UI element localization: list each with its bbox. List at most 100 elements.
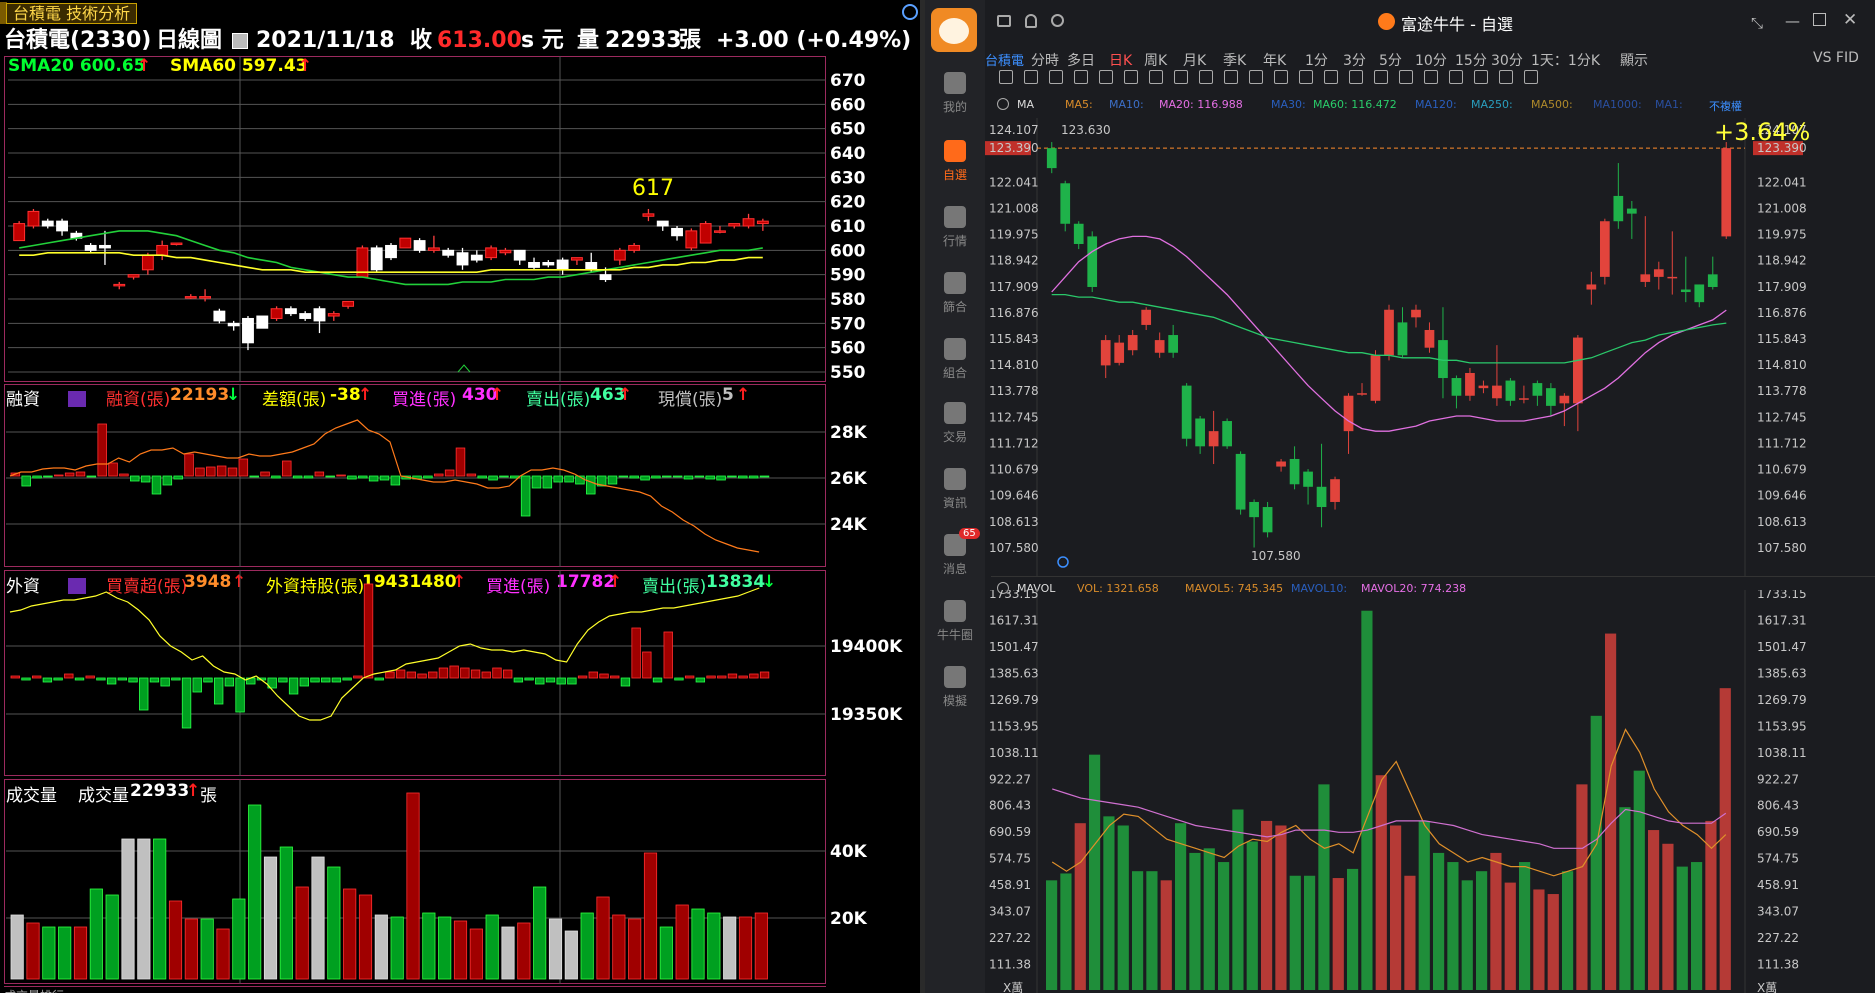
tab-12[interactable]: 15分 [1455,53,1487,69]
drawing-tool-icon[interactable] [1349,70,1363,84]
mavol-label[interactable]: MAVOL [1017,582,1056,595]
drawing-tool-icon[interactable] [1424,70,1438,84]
tab-11[interactable]: 10分 [1415,53,1447,69]
drawing-tool-icon[interactable] [1049,70,1063,84]
sidebar-item-2[interactable]: 行情 [925,206,985,249]
bell-icon[interactable] [1025,14,1037,28]
r-vol-bar [1375,775,1387,990]
drawing-tool-icon[interactable] [1274,70,1288,84]
tab-7[interactable]: 年K [1263,53,1287,69]
drawing-tool-icon[interactable] [1399,70,1413,84]
drawing-tool-icon[interactable] [1074,70,1088,84]
tab-8[interactable]: 1分 [1305,53,1328,69]
r-candle [1532,383,1543,396]
sidebar-item-1[interactable]: 自選 [925,140,985,183]
drawing-tool-icon[interactable] [1499,70,1513,84]
sma60-line [19,252,763,273]
ma-label[interactable]: MA [1017,98,1035,111]
price-candle [556,259,569,271]
drawing-tool-icon[interactable] [1449,70,1463,84]
foreign-bar [535,677,545,685]
r-candle [1694,284,1705,303]
drawing-tool-icon[interactable] [1299,70,1313,84]
tab-14[interactable]: 1天：1分K [1531,53,1600,69]
tab-6[interactable]: 季K [1223,53,1247,69]
pane-divider[interactable] [920,0,925,993]
drawing-tool-icon[interactable] [999,70,1013,84]
drawing-tool-icon[interactable] [1524,70,1538,84]
tab-15[interactable]: 顯示 [1620,53,1648,69]
list-icon[interactable] [997,15,1011,27]
volume-bar [42,926,56,980]
sma20-arrow: ↑ [137,56,152,76]
ma-settings-icon[interactable] [997,98,1009,110]
tab-3[interactable]: 日K [1109,53,1133,69]
drawing-tool-icon[interactable] [1224,70,1238,84]
sidebar-item-3[interactable]: 篩合 [925,272,985,315]
price-candle [184,296,197,299]
futu-volume-chart: 1733.15 1733.15 1617.31 1617.31 1501.47 1501.… [989,590,1807,993]
r-candle [1114,342,1125,363]
margin-settings-icon[interactable] [62,388,92,407]
dropdown-icon[interactable] [232,33,248,49]
drawing-tool-icon[interactable] [1249,70,1263,84]
drawing-tool-icon[interactable] [1324,70,1338,84]
drawing-tool-icon[interactable] [1149,70,1163,84]
drawing-tool-icon[interactable] [1474,70,1488,84]
sidebar-item-0[interactable]: 我的 [925,72,985,115]
r-low-label: 107.580 [1251,549,1301,563]
sidebar-item-8[interactable]: 牛牛圈 [925,600,985,643]
volume-legend-unit: 張 [200,786,217,806]
r-price-tick-right: 111.712 [1757,436,1807,450]
collapse-icon[interactable]: ⤡ [1751,14,1764,32]
ma120-label: MA120: [1415,98,1457,111]
vol-settings-icon[interactable] [997,582,1009,594]
window-tab[interactable]: 台積電 技術分析 [6,3,138,24]
tab-0[interactable]: 台積電 [985,54,1025,69]
sidebar-item-9[interactable]: 模擬 [925,666,985,709]
sidebar-item-7[interactable]: 消息 65 [925,528,985,577]
margin-bar [694,475,705,478]
drawing-tool-icon[interactable] [1199,70,1213,84]
margin-panel [4,384,826,567]
r-price-tick: 118.942 [989,254,1039,268]
tab-10[interactable]: 5分 [1379,53,1402,69]
tab-1[interactable]: 分時 [1031,53,1059,69]
margin-bar [553,475,563,483]
search-icon[interactable] [1051,14,1064,27]
compare-button[interactable]: VS FID [1813,50,1859,66]
price-candle [628,244,641,251]
tab-9[interactable]: 3分 [1343,53,1366,69]
minimize-button[interactable]: — [1785,12,1800,30]
sidebar-icon [944,272,966,294]
foreign-bar [117,677,128,681]
maximize-button[interactable] [1813,13,1826,26]
drawing-tool-icon[interactable] [1374,70,1388,84]
sidebar-item-6[interactable]: 資訊 [925,468,985,511]
close-button[interactable]: ✕ [1843,10,1858,30]
r-candle [1330,479,1340,502]
drawing-tool-icon[interactable] [1174,70,1188,84]
tab-13[interactable]: 30分 [1491,53,1523,69]
sidebar-item-4[interactable]: 組合 [925,338,985,381]
sidebar-item-5[interactable]: 交易 [925,402,985,445]
tab-4[interactable]: 周K [1144,53,1168,69]
price-candle [13,223,26,242]
tab-5[interactable]: 月K [1183,53,1207,69]
foreign-bar [417,673,427,679]
drawing-tool-icon[interactable] [1099,70,1113,84]
period-label[interactable]: 日線圖 [156,28,223,53]
sidebar-icon [944,534,966,556]
close-price: 613.00 [437,28,522,53]
adjust-toggle[interactable]: 不複權 [1709,100,1742,113]
tab-2[interactable]: 多日 [1067,53,1095,69]
magnifier-icon[interactable] [902,4,918,20]
margin-bar [586,475,596,495]
foreign-bar [438,667,449,679]
futu-price-chart: 124.107 124.107 123.390 123.390 122.041 122.0… [985,118,1807,576]
futu-logo[interactable] [931,8,977,52]
drawing-tool-icon[interactable] [1024,70,1038,84]
drawing-tool-icon[interactable] [1124,70,1138,84]
foreign-settings-icon[interactable] [62,575,92,594]
foreign-bar [374,677,384,681]
